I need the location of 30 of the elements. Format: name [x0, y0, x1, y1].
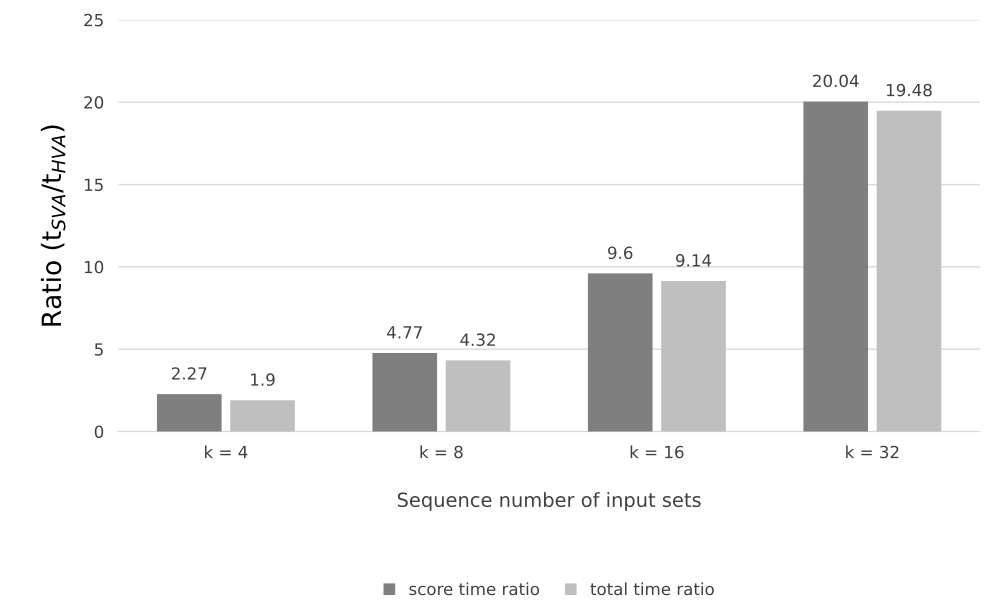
- data-label: 9.6: [608, 246, 632, 260]
- y-tick-label: 10: [84, 260, 104, 274]
- x-axis-title: Sequence number of input sets: [398, 492, 701, 511]
- bar: [661, 281, 726, 432]
- data-label: 4.77: [387, 326, 422, 338]
- data-label: 20.04: [813, 74, 859, 88]
- y-tick-label: 0: [94, 425, 104, 438]
- x-tick-label: k = 4: [205, 445, 248, 458]
- data-label: 9.14: [676, 254, 712, 267]
- legend-label: score time ratio: [409, 582, 540, 596]
- y-tick-label: 5: [94, 343, 103, 356]
- bar: [803, 102, 868, 432]
- y-tick-label: 15: [84, 178, 103, 192]
- y-axis-title: Ratio (t$_{SVA}$/t$_{HVA}$): [40, 125, 66, 326]
- data-label: 2.27: [172, 367, 206, 380]
- bar: [372, 352, 438, 432]
- y-tick-label: 25: [84, 14, 103, 26]
- x-tick-label: k = 16: [630, 445, 684, 458]
- bar: [588, 273, 653, 432]
- x-tick-label: k = 8: [420, 445, 463, 458]
- bar: [230, 400, 295, 432]
- legend-label: total time ratio: [590, 582, 714, 596]
- data-label: 4.32: [460, 333, 495, 346]
- x-tick-label: k = 32: [846, 445, 898, 458]
- y-tick-label: 20: [84, 96, 104, 109]
- data-label: 19.48: [886, 84, 932, 96]
- bar: [156, 394, 222, 432]
- bar: [446, 360, 510, 432]
- data-label: 1.9: [251, 373, 275, 386]
- bar: [876, 110, 942, 432]
